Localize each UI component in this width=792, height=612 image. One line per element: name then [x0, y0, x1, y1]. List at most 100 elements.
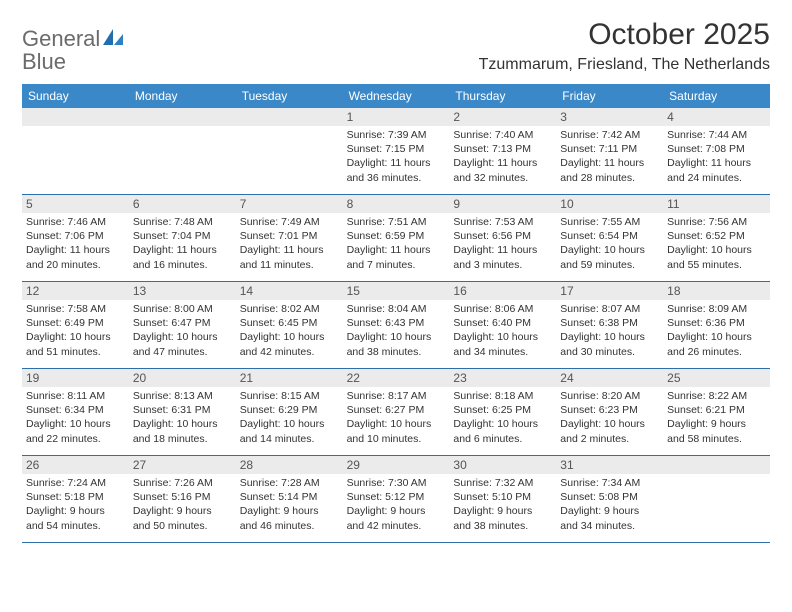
day-number: 18: [663, 282, 770, 300]
day-number: 21: [236, 369, 343, 387]
week-row: 5Sunrise: 7:46 AMSunset: 7:06 PMDaylight…: [22, 195, 770, 282]
day-details: Sunrise: 8:04 AMSunset: 6:43 PMDaylight:…: [347, 302, 446, 359]
dow-cell: Wednesday: [343, 84, 450, 108]
sunset-line: Sunset: 5:08 PM: [560, 490, 659, 504]
daylight-line: Daylight: 9 hours and 42 minutes.: [347, 504, 446, 532]
day-cell: 16Sunrise: 8:06 AMSunset: 6:40 PMDayligh…: [449, 282, 556, 368]
day-details: Sunrise: 8:22 AMSunset: 6:21 PMDaylight:…: [667, 389, 766, 446]
sunrise-line: Sunrise: 7:48 AM: [133, 215, 232, 229]
day-details: Sunrise: 7:40 AMSunset: 7:13 PMDaylight:…: [453, 128, 552, 185]
sunset-line: Sunset: 7:13 PM: [453, 142, 552, 156]
daylight-line: Daylight: 11 hours and 32 minutes.: [453, 156, 552, 184]
sunset-line: Sunset: 6:47 PM: [133, 316, 232, 330]
daylight-line: Daylight: 10 hours and 26 minutes.: [667, 330, 766, 358]
sunrise-line: Sunrise: 8:17 AM: [347, 389, 446, 403]
sunrise-line: Sunrise: 8:00 AM: [133, 302, 232, 316]
day-cell: 1Sunrise: 7:39 AMSunset: 7:15 PMDaylight…: [343, 108, 450, 194]
day-number: [236, 108, 343, 126]
daylight-line: Daylight: 9 hours and 46 minutes.: [240, 504, 339, 532]
sunset-line: Sunset: 6:25 PM: [453, 403, 552, 417]
sunset-line: Sunset: 7:04 PM: [133, 229, 232, 243]
sunrise-line: Sunrise: 7:53 AM: [453, 215, 552, 229]
day-details: Sunrise: 7:44 AMSunset: 7:08 PMDaylight:…: [667, 128, 766, 185]
sunrise-line: Sunrise: 8:22 AM: [667, 389, 766, 403]
week-row: 12Sunrise: 7:58 AMSunset: 6:49 PMDayligh…: [22, 282, 770, 369]
day-cell: 5Sunrise: 7:46 AMSunset: 7:06 PMDaylight…: [22, 195, 129, 281]
sunrise-line: Sunrise: 7:44 AM: [667, 128, 766, 142]
sunrise-line: Sunrise: 7:42 AM: [560, 128, 659, 142]
day-details: Sunrise: 8:06 AMSunset: 6:40 PMDaylight:…: [453, 302, 552, 359]
day-details: Sunrise: 7:30 AMSunset: 5:12 PMDaylight:…: [347, 476, 446, 533]
sunrise-line: Sunrise: 7:55 AM: [560, 215, 659, 229]
sunset-line: Sunset: 5:18 PM: [26, 490, 125, 504]
day-cell: 6Sunrise: 7:48 AMSunset: 7:04 PMDaylight…: [129, 195, 236, 281]
header: General Blue October 2025 Tzummarum, Fri…: [22, 18, 770, 74]
calendar-grid: SundayMondayTuesdayWednesdayThursdayFrid…: [22, 84, 770, 543]
day-details: Sunrise: 7:56 AMSunset: 6:52 PMDaylight:…: [667, 215, 766, 272]
daylight-line: Daylight: 10 hours and 10 minutes.: [347, 417, 446, 445]
day-details: Sunrise: 8:15 AMSunset: 6:29 PMDaylight:…: [240, 389, 339, 446]
day-number: 28: [236, 456, 343, 474]
day-number: 1: [343, 108, 450, 126]
day-number: 22: [343, 369, 450, 387]
daylight-line: Daylight: 9 hours and 50 minutes.: [133, 504, 232, 532]
sunrise-line: Sunrise: 8:13 AM: [133, 389, 232, 403]
day-cell: 20Sunrise: 8:13 AMSunset: 6:31 PMDayligh…: [129, 369, 236, 455]
brand-logo: General Blue: [22, 18, 124, 74]
sunrise-line: Sunrise: 7:39 AM: [347, 128, 446, 142]
day-number: 12: [22, 282, 129, 300]
day-number: 4: [663, 108, 770, 126]
brand-word-1: General: [22, 26, 100, 51]
day-details: Sunrise: 8:13 AMSunset: 6:31 PMDaylight:…: [133, 389, 232, 446]
day-number: [129, 108, 236, 126]
daylight-line: Daylight: 11 hours and 3 minutes.: [453, 243, 552, 271]
day-cell: 30Sunrise: 7:32 AMSunset: 5:10 PMDayligh…: [449, 456, 556, 542]
daylight-line: Daylight: 10 hours and 42 minutes.: [240, 330, 339, 358]
sunrise-line: Sunrise: 7:40 AM: [453, 128, 552, 142]
day-details: Sunrise: 8:09 AMSunset: 6:36 PMDaylight:…: [667, 302, 766, 359]
day-cell: 15 Sunrise: 8:04 AMSunset: 6:43 PMDayligh…: [343, 282, 450, 368]
sunrise-line: Sunrise: 7:26 AM: [133, 476, 232, 490]
daylight-line: Daylight: 10 hours and 18 minutes.: [133, 417, 232, 445]
day-details: Sunrise: 7:46 AMSunset: 7:06 PMDaylight:…: [26, 215, 125, 272]
day-number: 26: [22, 456, 129, 474]
day-details: Sunrise: 7:53 AMSunset: 6:56 PMDaylight:…: [453, 215, 552, 272]
sunrise-line: Sunrise: 7:34 AM: [560, 476, 659, 490]
day-cell: 29Sunrise: 7:30 AMSunset: 5:12 PMDayligh…: [343, 456, 450, 542]
day-number: 13: [129, 282, 236, 300]
daylight-line: Daylight: 10 hours and 30 minutes.: [560, 330, 659, 358]
day-details: Sunrise: 7:55 AMSunset: 6:54 PMDaylight:…: [560, 215, 659, 272]
day-number: [22, 108, 129, 126]
daylight-line: Daylight: 11 hours and 36 minutes.: [347, 156, 446, 184]
sunrise-line: Sunrise: 7:56 AM: [667, 215, 766, 229]
daylight-line: Daylight: 11 hours and 28 minutes.: [560, 156, 659, 184]
day-details: Sunrise: 8:00 AMSunset: 6:47 PMDaylight:…: [133, 302, 232, 359]
day-number: 2: [449, 108, 556, 126]
sunrise-line: Sunrise: 7:49 AM: [240, 215, 339, 229]
day-cell: 22Sunrise: 8:17 AMSunset: 6:27 PMDayligh…: [343, 369, 450, 455]
day-number: 6: [129, 195, 236, 213]
daylight-line: Daylight: 11 hours and 20 minutes.: [26, 243, 125, 271]
day-number: 14: [236, 282, 343, 300]
day-number: 15: [343, 282, 450, 300]
days-of-week-header: SundayMondayTuesdayWednesdayThursdayFrid…: [22, 84, 770, 108]
day-cell: 10Sunrise: 7:55 AMSunset: 6:54 PMDayligh…: [556, 195, 663, 281]
day-cell: 18 Sunrise: 8:09 AMSunset: 6:36 PMDayligh…: [663, 282, 770, 368]
day-cell: 8Sunrise: 7:51 AMSunset: 6:59 PMDaylight…: [343, 195, 450, 281]
daylight-line: Daylight: 10 hours and 38 minutes.: [347, 330, 446, 358]
daylight-line: Daylight: 10 hours and 55 minutes.: [667, 243, 766, 271]
day-cell: 9Sunrise: 7:53 AMSunset: 6:56 PMDaylight…: [449, 195, 556, 281]
day-details: Sunrise: 7:26 AMSunset: 5:16 PMDaylight:…: [133, 476, 232, 533]
day-cell: 27Sunrise: 7:26 AMSunset: 5:16 PMDayligh…: [129, 456, 236, 542]
day-number: 17: [556, 282, 663, 300]
sunset-line: Sunset: 6:54 PM: [560, 229, 659, 243]
day-cell: 19Sunrise: 8:11 AMSunset: 6:34 PMDayligh…: [22, 369, 129, 455]
sunrise-line: Sunrise: 8:02 AM: [240, 302, 339, 316]
sunrise-line: Sunrise: 7:46 AM: [26, 215, 125, 229]
day-details: Sunrise: 7:49 AMSunset: 7:01 PMDaylight:…: [240, 215, 339, 272]
sunset-line: Sunset: 7:06 PM: [26, 229, 125, 243]
day-cell: 11Sunrise: 7:56 AMSunset: 6:52 PMDayligh…: [663, 195, 770, 281]
day-cell: [129, 108, 236, 194]
day-cell: 14Sunrise: 8:02 AMSunset: 6:45 PMDayligh…: [236, 282, 343, 368]
sunset-line: Sunset: 6:56 PM: [453, 229, 552, 243]
